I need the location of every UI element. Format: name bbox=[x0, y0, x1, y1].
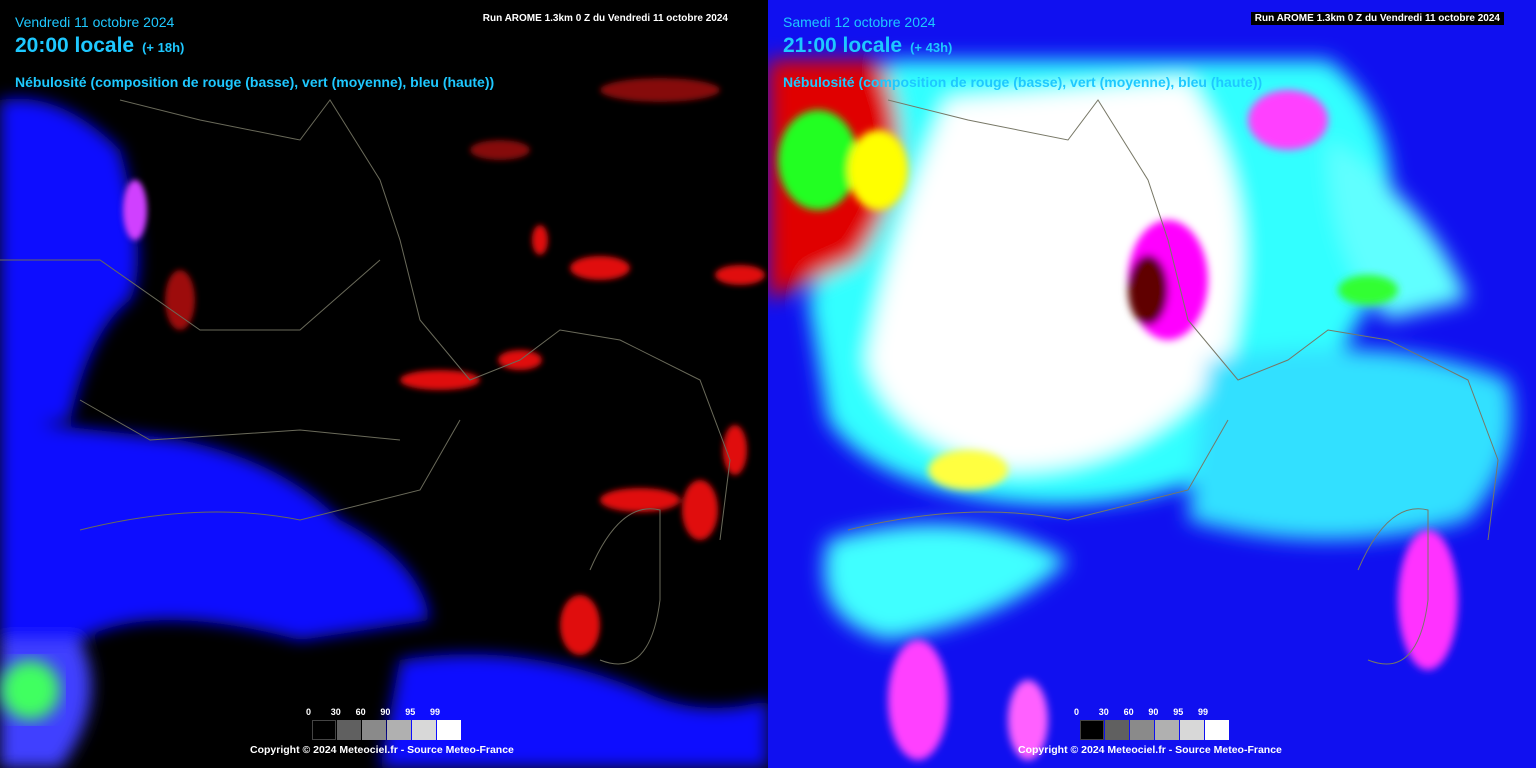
scale-label: 0 bbox=[1074, 707, 1080, 717]
lead-time: (+ 43h) bbox=[910, 40, 953, 55]
scale-label: 30 bbox=[330, 707, 341, 717]
scale-swatch bbox=[1130, 720, 1154, 740]
run-info: Run AROME 1.3km 0 Z du Vendredi 11 octob… bbox=[482, 13, 728, 24]
scale-label: 90 bbox=[380, 707, 391, 717]
parameter: Nébulosité (composition de rouge (basse)… bbox=[783, 74, 1263, 90]
map-panel: Samedi 12 octobre 2024 21:00 locale (+ 43h… bbox=[768, 0, 1536, 768]
date: Vendredi 11 octobre 2024 bbox=[15, 14, 175, 30]
copyright: Copyright © 2024 Meteociel.fr - Source M… bbox=[1018, 744, 1282, 756]
scale-swatch bbox=[1155, 720, 1179, 740]
scale-label: 99 bbox=[430, 707, 441, 717]
run-info: Run AROME 1.3km 0 Z du Vendredi 11 octob… bbox=[1250, 12, 1504, 25]
scale-swatch bbox=[412, 720, 436, 740]
time-text: 21:00 locale bbox=[783, 34, 903, 57]
scale-label: 60 bbox=[355, 707, 366, 717]
scale-swatch bbox=[1105, 720, 1129, 740]
lead-time: (+ 18h) bbox=[142, 40, 185, 55]
map-left bbox=[0, 78, 768, 768]
scale-label: 90 bbox=[1148, 707, 1159, 717]
scale-swatch bbox=[1180, 720, 1204, 740]
copyright: Copyright © 2024 Meteociel.fr - Source M… bbox=[250, 744, 514, 756]
map-right bbox=[768, 0, 1536, 768]
scale-label: 60 bbox=[1123, 707, 1134, 717]
date: Samedi 12 octobre 2024 bbox=[783, 14, 936, 30]
scale-swatch bbox=[1080, 720, 1104, 740]
parameter: Nébulosité (composition de rouge (basse)… bbox=[15, 74, 495, 90]
scale-label: 0 bbox=[306, 707, 312, 717]
map-panel: Vendredi 11 octobre 2024 20:00 locale (+ 1… bbox=[0, 13, 768, 768]
scale-swatch bbox=[362, 720, 386, 740]
time-text: 20:00 locale bbox=[15, 34, 135, 57]
scale-label: 95 bbox=[405, 707, 416, 717]
scale-swatch bbox=[387, 720, 411, 740]
time: 20:00 locale (+ 18h) bbox=[15, 34, 184, 58]
scale-swatch bbox=[337, 720, 361, 740]
time: 21:00 locale (+ 43h) bbox=[783, 34, 952, 58]
scale-label: 99 bbox=[1198, 707, 1209, 717]
scale-swatch bbox=[312, 720, 336, 740]
scale-swatch bbox=[1205, 720, 1229, 740]
scale-label: 30 bbox=[1098, 707, 1109, 717]
scale-swatch bbox=[437, 720, 461, 740]
scale-label: 95 bbox=[1173, 707, 1184, 717]
